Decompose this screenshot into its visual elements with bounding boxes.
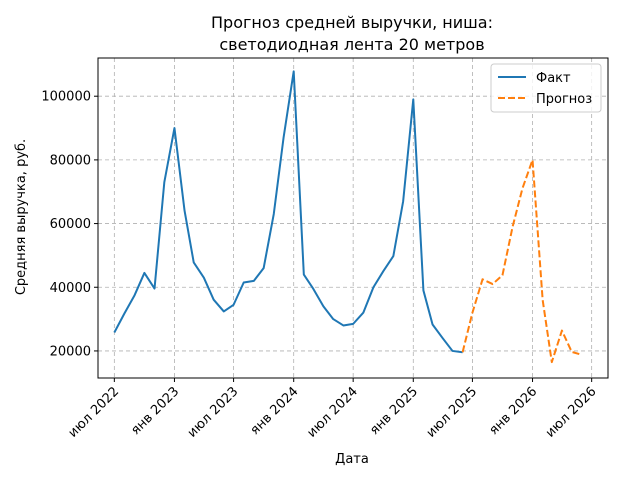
chart-title-line-2: светодиодная лента 20 метров	[219, 35, 484, 54]
series-layer	[113, 70, 583, 364]
y-axis-label: Средняя выручка, руб.	[14, 139, 29, 295]
y-tick-label: 20000	[50, 344, 91, 359]
legend-label-fact: Факт	[536, 71, 571, 86]
x-axis-label: Дата	[335, 452, 369, 467]
chart-title-line-1: Прогноз средней выручки, ниша:	[211, 13, 493, 32]
y-tick-label: 60000	[50, 217, 91, 232]
y-tick-label: 40000	[50, 281, 91, 296]
y-tick-label: 100000	[41, 90, 91, 105]
series-line-fact	[113, 70, 463, 354]
legend: Факт Прогноз	[490, 63, 602, 113]
legend-label-forecast: Прогноз	[536, 92, 592, 107]
y-tick-label: 80000	[50, 153, 91, 168]
series-line-forecast	[461, 158, 583, 364]
